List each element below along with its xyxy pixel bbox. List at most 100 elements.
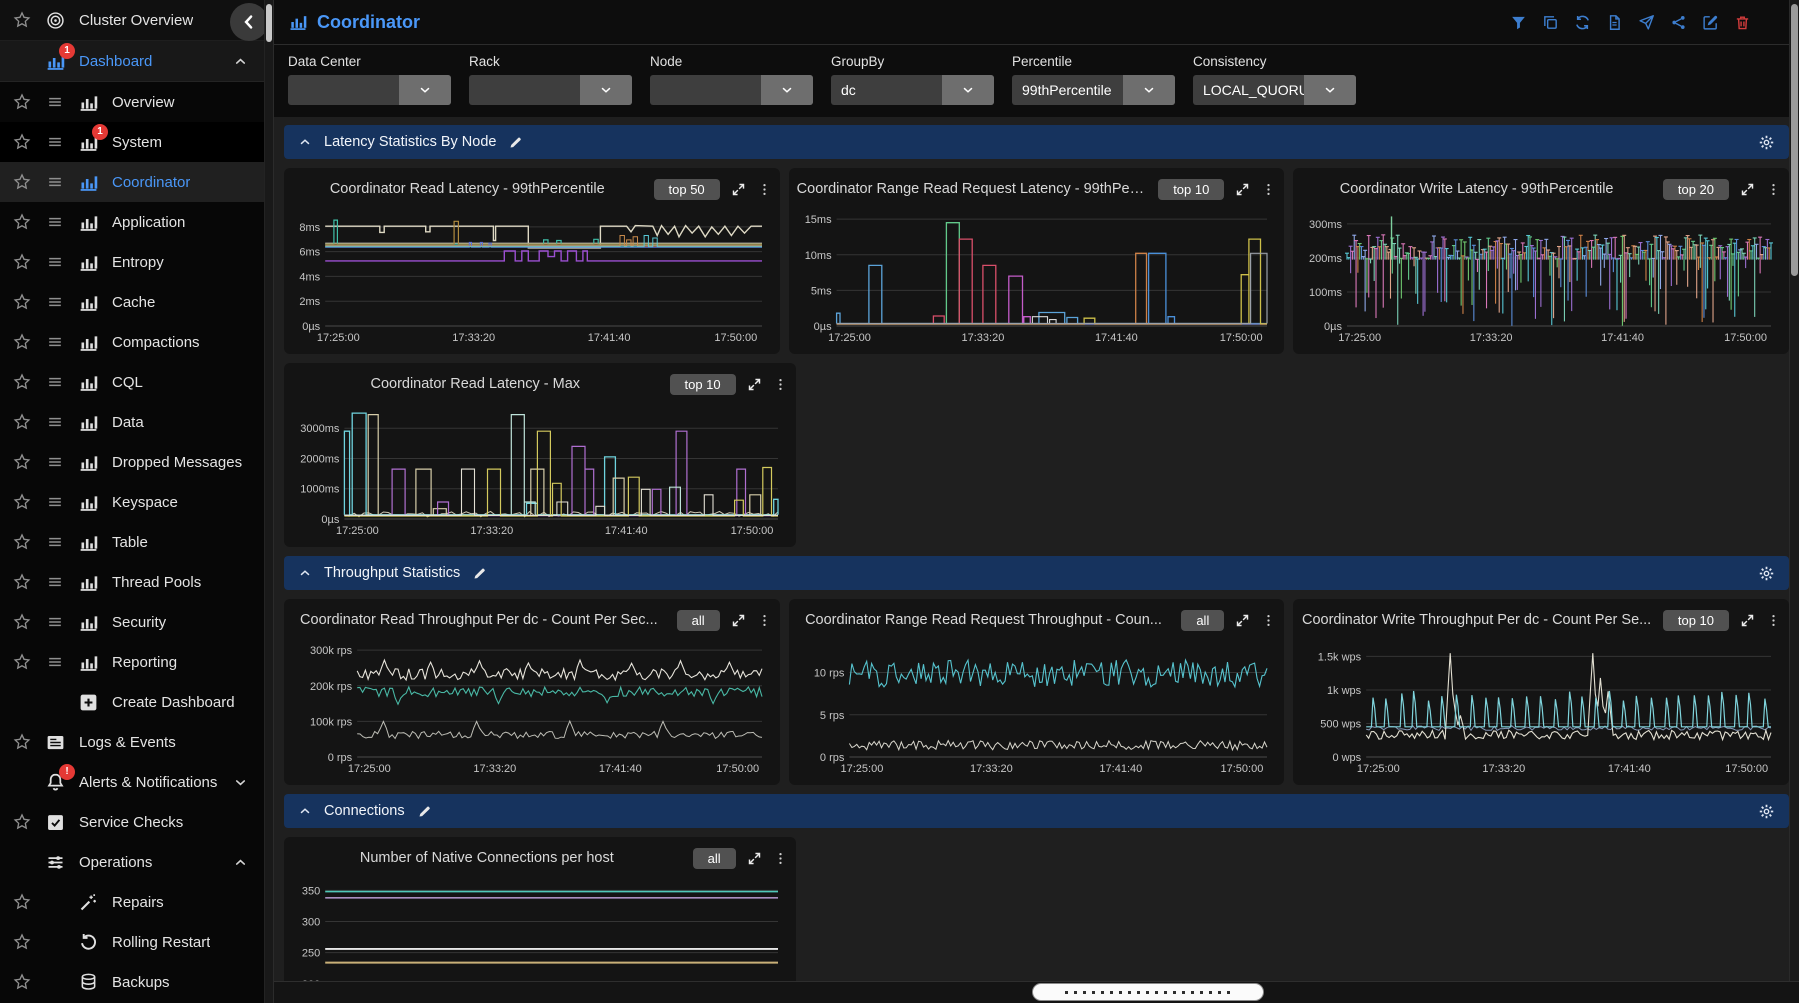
gear-icon[interactable]: [1758, 803, 1775, 820]
expand-icon[interactable]: [1235, 613, 1250, 628]
chevron-up-icon[interactable]: [298, 804, 312, 818]
gear-icon[interactable]: [1758, 134, 1775, 151]
drag-handle-icon[interactable]: [45, 252, 65, 272]
sidebar-item-dropped-messages[interactable]: Dropped Messages: [0, 442, 264, 482]
sidebar-scrollbar-thumb[interactable]: [266, 4, 272, 42]
drag-handle-icon[interactable]: [45, 372, 65, 392]
pdf-icon[interactable]: [1606, 14, 1623, 31]
section-header-latency-statistics-by-node[interactable]: Latency Statistics By Node: [284, 125, 1789, 159]
expand-icon[interactable]: [731, 182, 746, 197]
series-limit-badge[interactable]: all: [1181, 610, 1224, 631]
send-icon[interactable]: [1638, 14, 1655, 31]
gear-icon[interactable]: [1758, 565, 1775, 582]
rack-select[interactable]: [469, 75, 632, 105]
chevron-down-icon[interactable]: [233, 775, 248, 790]
vertical-scrollbar[interactable]: [1789, 0, 1799, 982]
chevron-up-icon[interactable]: [233, 855, 248, 870]
sidebar-item-cache[interactable]: Cache: [0, 282, 264, 322]
favorite-star-icon[interactable]: [12, 572, 32, 592]
kebab-menu-icon[interactable]: [773, 851, 788, 866]
drag-handle-icon[interactable]: [45, 532, 65, 552]
sidebar-item-compactions[interactable]: Compactions: [0, 322, 264, 362]
vertical-scrollbar-thumb[interactable]: [1791, 4, 1798, 276]
drag-handle-icon[interactable]: [45, 212, 65, 232]
consistency-select[interactable]: LOCAL_QUORUM: [1193, 75, 1356, 105]
sidebar-item-cluster-overview[interactable]: Cluster Overview: [0, 0, 264, 41]
drag-handle-icon[interactable]: [45, 92, 65, 112]
kebab-menu-icon[interactable]: [1766, 182, 1781, 197]
percentile-select[interactable]: 99thPercentile: [1012, 75, 1175, 105]
favorite-star-icon[interactable]: [12, 10, 32, 30]
horizontal-scrollbar[interactable]: [274, 981, 1799, 1003]
favorite-star-icon[interactable]: [12, 252, 32, 272]
expand-icon[interactable]: [731, 613, 746, 628]
section-header-connections[interactable]: Connections: [284, 794, 1789, 828]
sidebar-item-cql[interactable]: CQL: [0, 362, 264, 402]
favorite-star-icon[interactable]: [12, 372, 32, 392]
expand-icon[interactable]: [747, 377, 762, 392]
drag-handle-icon[interactable]: [45, 652, 65, 672]
favorite-star-icon[interactable]: [12, 412, 32, 432]
sidebar-item-alerts-notifications[interactable]: !Alerts & Notifications: [0, 762, 264, 802]
favorite-star-icon[interactable]: [12, 172, 32, 192]
edit-icon[interactable]: [1702, 14, 1719, 31]
favorite-star-icon[interactable]: [12, 612, 32, 632]
favorite-star-icon[interactable]: [12, 212, 32, 232]
drag-handle-icon[interactable]: [45, 572, 65, 592]
chevron-up-icon[interactable]: [298, 135, 312, 149]
horizontal-scrollbar-thumb[interactable]: [1032, 983, 1264, 1001]
sidebar-item-security[interactable]: Security: [0, 602, 264, 642]
filter-icon[interactable]: [1510, 14, 1527, 31]
sidebar-item-repairs[interactable]: Repairs: [0, 882, 264, 922]
chevron-up-icon[interactable]: [233, 54, 248, 69]
sidebar-item-table[interactable]: Table: [0, 522, 264, 562]
sidebar-item-thread-pools[interactable]: Thread Pools: [0, 562, 264, 602]
data-center-select[interactable]: [288, 75, 451, 105]
sidebar-item-backups[interactable]: Backups: [0, 962, 264, 1002]
pencil-icon[interactable]: [417, 804, 432, 819]
sidebar-item-overview[interactable]: Overview: [0, 82, 264, 122]
expand-icon[interactable]: [1740, 613, 1755, 628]
favorite-star-icon[interactable]: [12, 732, 32, 752]
drag-handle-icon[interactable]: [45, 332, 65, 352]
kebab-menu-icon[interactable]: [1261, 613, 1276, 628]
series-limit-badge[interactable]: top 10: [1158, 179, 1224, 200]
series-limit-badge[interactable]: top 10: [670, 374, 736, 395]
favorite-star-icon[interactable]: [12, 452, 32, 472]
pencil-icon[interactable]: [472, 566, 487, 581]
favorite-star-icon[interactable]: [12, 132, 32, 152]
favorite-star-icon[interactable]: [12, 332, 32, 352]
node-select[interactable]: [650, 75, 813, 105]
sidebar-item-rolling-restart[interactable]: Rolling Restart: [0, 922, 264, 962]
drag-handle-icon[interactable]: [45, 292, 65, 312]
share-icon[interactable]: [1670, 14, 1687, 31]
drag-handle-icon[interactable]: [45, 132, 65, 152]
favorite-star-icon[interactable]: [12, 532, 32, 552]
section-header-throughput-statistics[interactable]: Throughput Statistics: [284, 556, 1789, 590]
sidebar-item-application[interactable]: Application: [0, 202, 264, 242]
drag-handle-icon[interactable]: [45, 612, 65, 632]
kebab-menu-icon[interactable]: [757, 613, 772, 628]
series-limit-badge[interactable]: top 50: [654, 179, 720, 200]
sidebar-item-dashboard[interactable]: 1Dashboard: [0, 41, 264, 82]
pencil-icon[interactable]: [508, 135, 523, 150]
favorite-star-icon[interactable]: [12, 652, 32, 672]
sidebar-item-system[interactable]: 1System: [0, 122, 264, 162]
drag-handle-icon[interactable]: [45, 452, 65, 472]
favorite-star-icon[interactable]: [12, 292, 32, 312]
drag-handle-icon[interactable]: [45, 492, 65, 512]
trash-icon[interactable]: [1734, 14, 1751, 31]
sidebar-item-entropy[interactable]: Entropy: [0, 242, 264, 282]
sidebar-item-reporting[interactable]: Reporting: [0, 642, 264, 682]
kebab-menu-icon[interactable]: [1261, 182, 1276, 197]
sidebar-item-coordinator[interactable]: Coordinator: [0, 162, 264, 202]
kebab-menu-icon[interactable]: [773, 377, 788, 392]
sidebar-scrollbar[interactable]: [264, 0, 273, 1003]
favorite-star-icon[interactable]: [12, 492, 32, 512]
kebab-menu-icon[interactable]: [757, 182, 772, 197]
sidebar-item-service-checks[interactable]: Service Checks: [0, 802, 264, 842]
drag-handle-icon[interactable]: [45, 172, 65, 192]
series-limit-badge[interactable]: all: [677, 610, 720, 631]
favorite-star-icon[interactable]: [12, 812, 32, 832]
groupby-select[interactable]: dc: [831, 75, 994, 105]
